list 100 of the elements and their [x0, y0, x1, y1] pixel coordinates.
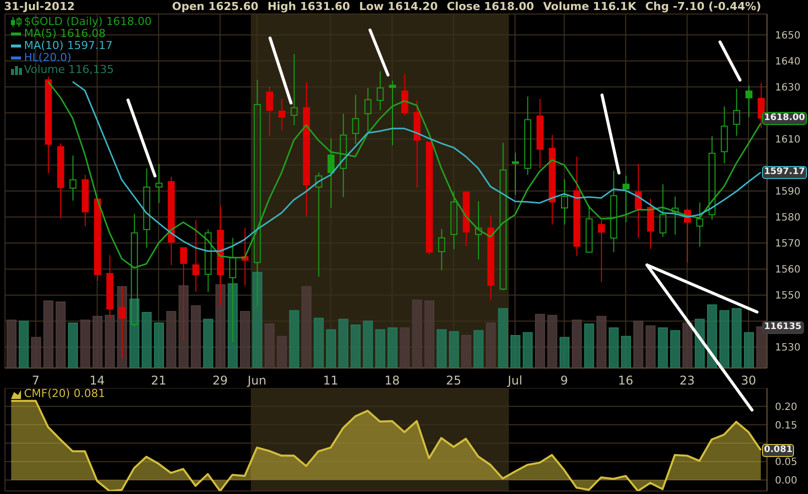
bar [534, 314, 545, 368]
x-tick-label: 7 [32, 374, 40, 388]
candlestick [733, 88, 740, 136]
y-tick-label: 1580 [775, 212, 800, 224]
y-tick-label: 1590 [775, 186, 800, 198]
candlestick [745, 85, 752, 118]
data-label: 0.081 [762, 444, 794, 458]
candlestick [524, 96, 532, 176]
bar [448, 331, 459, 368]
legend-label: Volume 116,135 [24, 63, 114, 76]
bar [719, 310, 730, 368]
text: High 1631.60 [267, 0, 350, 13]
y-tick-label: 1610 [775, 134, 800, 146]
y-tick-label: 0.05 [775, 457, 798, 468]
candlestick [696, 202, 704, 248]
bar [572, 320, 582, 368]
bar [338, 318, 348, 368]
bar [326, 329, 336, 368]
candlestick [672, 196, 679, 236]
bar [522, 332, 533, 368]
data-label: 1597.17 [762, 166, 807, 180]
legend-label: $GOLD (Daily) 1618.00 [24, 15, 152, 28]
bar [732, 308, 742, 368]
legend-label: CMF(20) 0.081 [24, 387, 106, 400]
bar [129, 298, 140, 368]
bar [56, 301, 66, 368]
bar [633, 320, 644, 368]
candlestick [290, 54, 298, 126]
text: Close 1618.00 [446, 0, 534, 13]
x-tick-label: 9 [560, 374, 568, 388]
candlestick [192, 220, 200, 292]
x-tick-label: Jun [246, 374, 266, 388]
candlestick [450, 191, 458, 250]
bar [424, 300, 434, 368]
bar [682, 322, 692, 368]
bar [228, 283, 238, 368]
bar [486, 322, 496, 368]
bar [301, 286, 312, 368]
legend-label: HL(20.0) [24, 51, 72, 64]
candlestick [487, 215, 494, 300]
bar [6, 320, 16, 368]
text: Volume 116.1K [543, 0, 636, 13]
bar [252, 272, 262, 368]
x-tick-label: 29 [212, 374, 228, 388]
candlestick [328, 138, 335, 208]
bar [608, 327, 619, 368]
x-tick-label: Jul [506, 374, 522, 388]
y-tick-label: 0.15 [775, 420, 798, 432]
bar [560, 336, 570, 368]
candlestick [536, 98, 544, 169]
bar [240, 311, 250, 368]
bar [92, 316, 103, 368]
bar [658, 327, 668, 368]
bar [264, 323, 275, 368]
candlestick [720, 106, 728, 164]
candlestick [155, 163, 162, 204]
bar [461, 334, 472, 368]
bar [375, 329, 386, 368]
legend-label: MA(5) 1616.08 [24, 27, 106, 40]
y-tick-label: 1550 [775, 290, 800, 302]
candlestick [278, 98, 286, 131]
text: Low 1614.20 [359, 0, 438, 13]
candlestick [352, 94, 360, 145]
bar [596, 316, 606, 368]
bar [203, 318, 214, 368]
bar [142, 312, 152, 368]
y-tick-label: 0.00 [775, 476, 798, 487]
y-tick-label: 1630 [775, 82, 800, 94]
x-tick-label: 25 [446, 374, 462, 388]
bar [80, 320, 90, 368]
bar [510, 334, 520, 368]
bar [276, 336, 287, 368]
candlestick [82, 174, 89, 227]
candlestick [414, 100, 421, 188]
candlestick [475, 200, 482, 260]
candlestick [340, 113, 347, 198]
x-tick-label: 18 [384, 374, 400, 388]
bar [388, 327, 398, 368]
bar [670, 330, 680, 368]
candlestick [634, 163, 642, 238]
bar [498, 308, 508, 368]
text: 31-Jul-2012 [4, 0, 75, 14]
bar [18, 320, 29, 368]
candlestick [708, 136, 716, 220]
candlestick [438, 228, 446, 271]
x-tick-label: 23 [679, 374, 695, 388]
bar [43, 300, 54, 368]
candlestick [168, 176, 175, 266]
bar [215, 284, 226, 368]
candlestick [364, 87, 372, 132]
bar [154, 322, 164, 368]
y-tick-label: 1570 [775, 238, 800, 250]
bar [362, 320, 373, 368]
bar [314, 318, 324, 368]
bar [412, 300, 422, 368]
candlestick [69, 155, 76, 202]
text: Chg -7.10 (-0.44%) [645, 0, 762, 13]
candlestick [573, 156, 580, 257]
bar [31, 336, 42, 368]
x-tick-label: 16 [618, 374, 634, 388]
